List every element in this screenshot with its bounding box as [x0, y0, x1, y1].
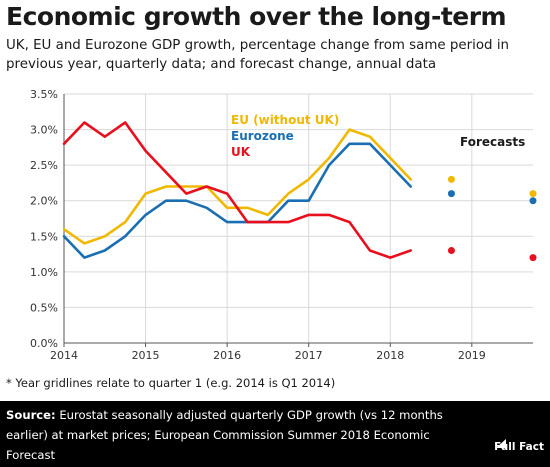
forecast-points: [447, 175, 537, 262]
axes: [63, 94, 533, 347]
x-tick-labels: 2014 2015 2016 2017 2018 2019: [50, 349, 486, 362]
chart-title: Economic growth over the long-term: [6, 2, 507, 31]
source-label: Source:: [6, 408, 56, 422]
legend-eurozone: Eurozone: [231, 129, 294, 143]
x-tick-label: 2015: [132, 349, 160, 362]
y-tick-label: 3.0%: [30, 124, 58, 137]
x-tick-label: 2014: [50, 349, 78, 362]
y-tick-label: 2.5%: [30, 159, 58, 172]
y-tick-label: 3.5%: [30, 88, 58, 101]
eu-without-uk-forecast-point: [447, 175, 455, 183]
y-tick-label: 1.0%: [30, 266, 58, 279]
footnote: * Year gridlines relate to quarter 1 (e.…: [6, 376, 336, 390]
legend-eu-without-uk: EU (without UK): [231, 113, 339, 127]
legend-uk: UK: [231, 145, 251, 159]
y-tick-label: 0.0%: [30, 337, 58, 350]
y-tick-labels: 0.0% 0.5% 1.0% 1.5% 2.0% 2.5% 3.0% 3.5%: [30, 88, 58, 350]
full-fact-logo-icon: [496, 439, 506, 448]
eu-without-uk-forecast-point: [529, 190, 537, 198]
eurozone-line: [62, 142, 413, 259]
eurozone-forecast-point: [529, 197, 537, 205]
y-tick-label: 1.5%: [30, 230, 58, 243]
forecasts-label: Forecasts: [460, 135, 525, 149]
y-tick-label: 0.5%: [30, 301, 58, 314]
uk-line: [62, 121, 413, 259]
x-tick-label: 2019: [458, 349, 486, 362]
eurozone-forecast-point: [447, 190, 455, 198]
x-tick-label: 2017: [295, 349, 323, 362]
uk-forecast-point: [447, 247, 455, 255]
chart-subtitle: UK, EU and Eurozone GDP growth, percenta…: [6, 38, 510, 72]
line-chart: 0.0%0.5%1.0%1.5%2.0%2.5%3.0%3.5% 2014 201…: [30, 88, 537, 362]
source-footer: Source: Eurostat seasonally adjusted qua…: [0, 401, 550, 467]
uk-forecast-point: [529, 254, 537, 262]
legend: EU (without UK) Eurozone UK: [231, 113, 339, 159]
x-tick-label: 2016: [213, 349, 241, 362]
source-text: Eurostat seasonally adjusted quarterly G…: [6, 408, 443, 462]
full-fact-logo: Full Fact: [494, 441, 544, 453]
series-lines: [62, 121, 413, 259]
y-tick-label: 2.0%: [30, 195, 58, 208]
x-tick-label: 2018: [376, 349, 404, 362]
